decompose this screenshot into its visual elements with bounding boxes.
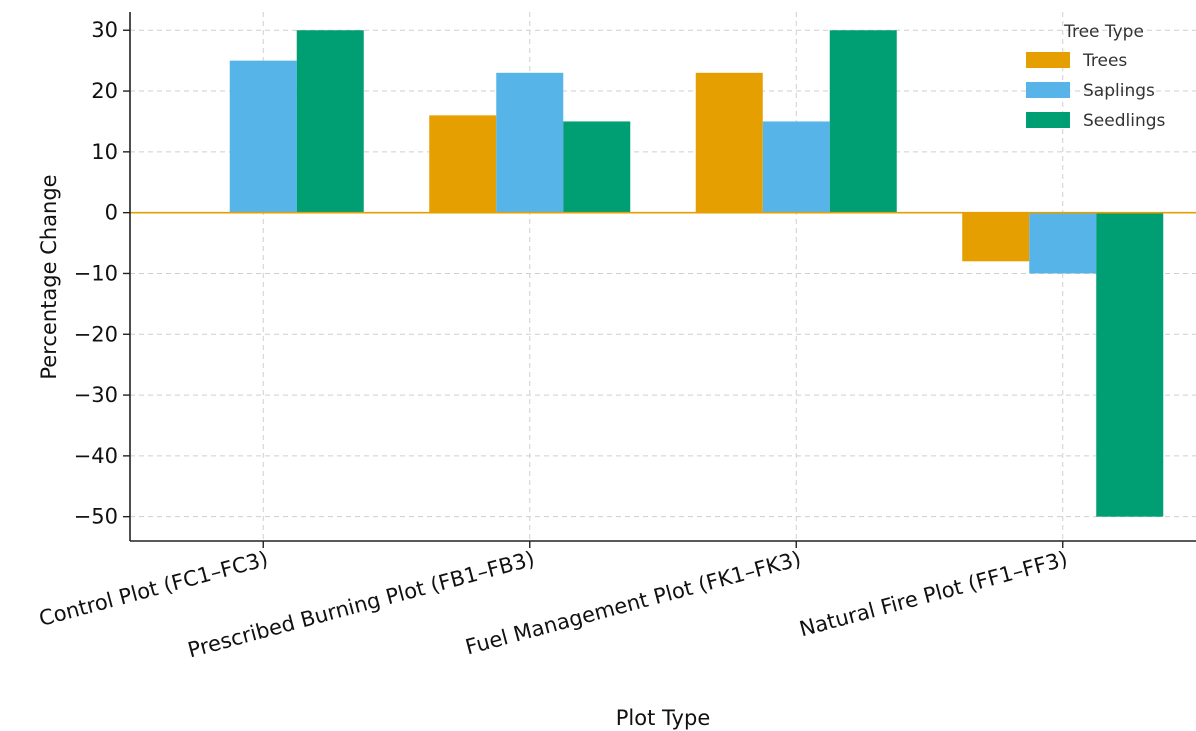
y-tick-labels: 30 20 10 0 −10 −20 −30 −40 −50 (74, 18, 130, 529)
y-tick-label: −50 (74, 505, 118, 529)
bar-seedlings-2 (563, 121, 631, 213)
y-tick-label: −10 (74, 261, 118, 285)
y-tick-label: 30 (91, 18, 118, 42)
bar-seedlings-3 (829, 30, 897, 213)
y-tick-label: −40 (74, 444, 118, 468)
bar-saplings-1 (229, 60, 297, 213)
bar-saplings-2 (496, 72, 564, 213)
y-tick-label: 10 (91, 140, 118, 164)
legend-label-trees: Trees (1082, 51, 1127, 71)
legend-title: Tree Type (1063, 22, 1144, 42)
legend-swatch-trees (1026, 52, 1070, 68)
bar-seedlings-4 (1096, 212, 1164, 517)
bar-saplings-4 (1029, 212, 1097, 274)
legend-label-saplings: Saplings (1083, 81, 1155, 101)
axes (129, 12, 1196, 542)
legend-swatch-seedlings (1026, 112, 1070, 128)
bar-seedlings-1 (296, 30, 364, 213)
x-tick-label: Control Plot (FC1–FC3) (36, 547, 270, 631)
bar-trees-4 (962, 212, 1030, 262)
y-tick-label: −30 (74, 383, 118, 407)
y-tick-label: 0 (105, 201, 118, 225)
bars (229, 30, 1164, 517)
x-tick-labels: Control Plot (FC1–FC3)Prescribed Burning… (36, 541, 1070, 662)
legend-label-seedlings: Seedlings (1083, 111, 1166, 131)
bar-trees-2 (429, 115, 497, 213)
bar-trees-3 (695, 72, 763, 213)
legend-swatch-saplings (1026, 82, 1070, 98)
bar-saplings-3 (762, 121, 830, 213)
y-axis-title: Percentage Change (37, 174, 61, 379)
y-tick-label: 20 (91, 79, 118, 103)
x-axis-title: Plot Type (616, 706, 711, 730)
x-tick-label: Natural Fire Plot (FF1–FF3) (797, 547, 1070, 642)
legend: Tree Type Trees Saplings Seedlings (1026, 22, 1166, 131)
y-tick-label: −20 (74, 322, 118, 346)
